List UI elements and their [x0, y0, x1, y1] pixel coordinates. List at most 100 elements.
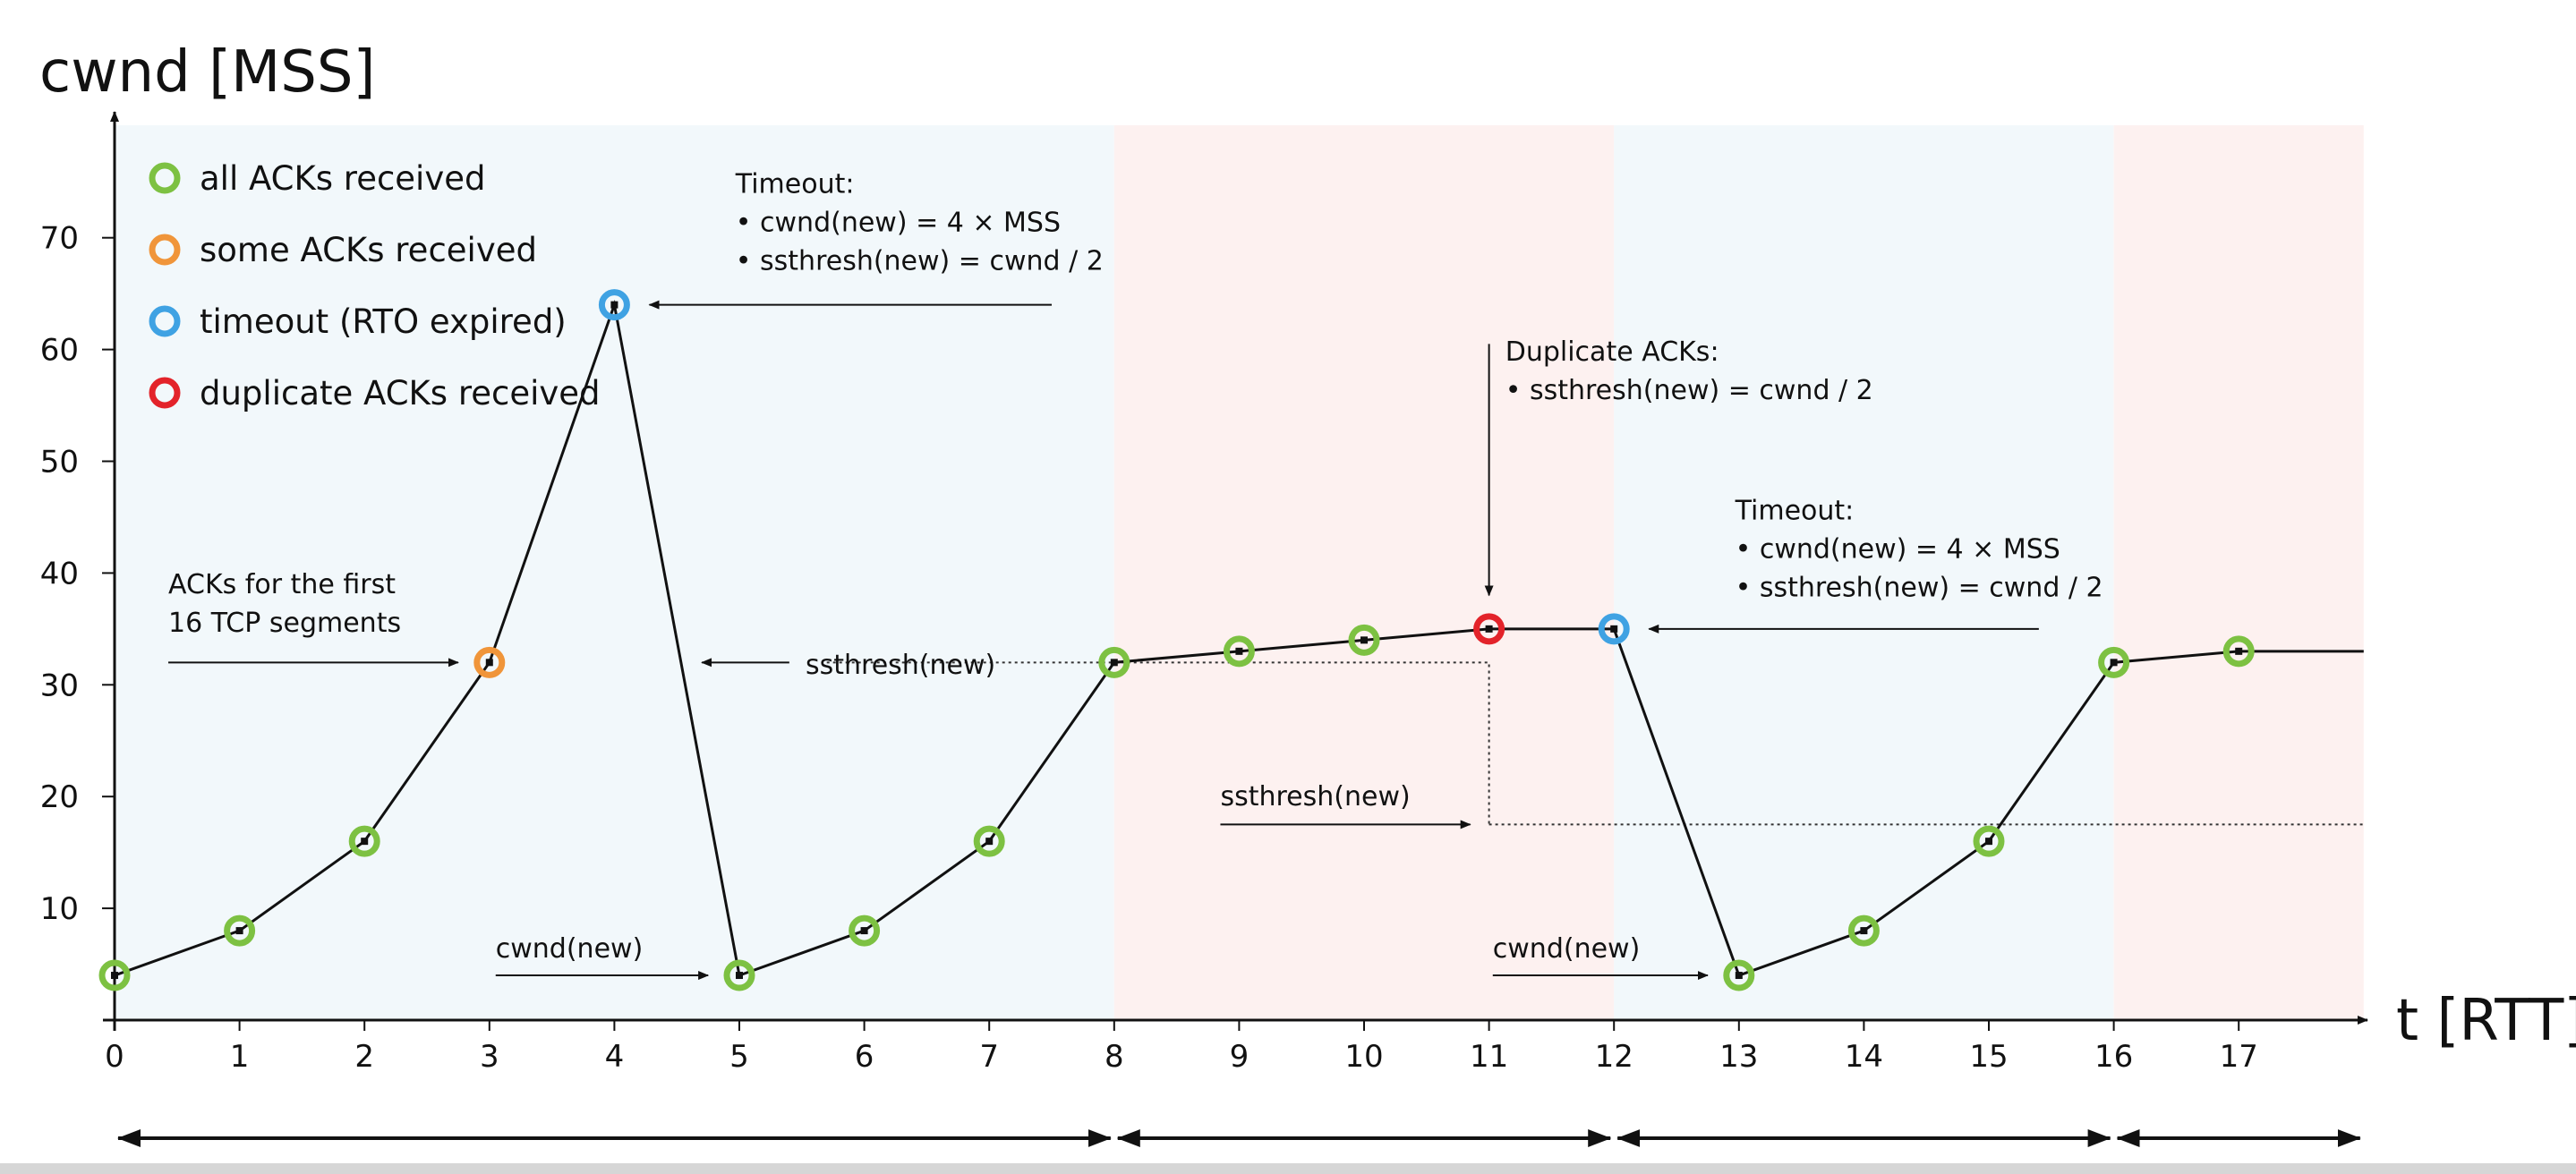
- data-point-t12: [1598, 613, 1630, 645]
- legend-label-all: all ACKs received: [200, 159, 486, 198]
- x-tick-label-10: 10: [1344, 1039, 1383, 1075]
- y-tick-label-20: 20: [40, 779, 79, 815]
- y-tick-label-40: 40: [40, 556, 79, 591]
- annotation-line-1-1: 16 TCP segments: [168, 608, 401, 639]
- x-tick-label-17: 17: [2220, 1039, 2258, 1075]
- annotation-line-5-0: Timeout:: [1735, 495, 1855, 526]
- data-point-t11: [1473, 613, 1506, 645]
- legend-label-some: some ACKs received: [200, 231, 537, 269]
- x-tick-label-6: 6: [855, 1039, 874, 1075]
- legend-marker-all: [149, 162, 181, 194]
- legend-label-dup: duplicate ACKs received: [200, 374, 601, 413]
- data-point-dot-t4: [610, 301, 618, 309]
- axes: cwnd [MSS] t [RTT]: [39, 39, 2576, 1054]
- cwnd-series: [98, 289, 2364, 991]
- x-tick-label-12: 12: [1595, 1039, 1633, 1075]
- data-point-dot-t11: [1485, 625, 1493, 633]
- y-tick-label-70: 70: [40, 221, 79, 257]
- legend-marker-timeout: [149, 305, 181, 337]
- annotation-line-0-1: • cwnd(new) = 4 × MSS: [736, 208, 1061, 239]
- data-point-dot-t15: [1985, 838, 1992, 846]
- data-point-t7: [973, 825, 1005, 857]
- data-point-dot-t13: [1735, 972, 1743, 980]
- annotation-text-7: cwnd(new): [1493, 933, 1641, 965]
- annotation-text-2: ssthresh(new): [806, 650, 995, 681]
- annotation-line-0-0: Timeout:: [735, 169, 855, 200]
- annotation-text-0: Timeout: • cwnd(new) = 4 × MSS • ssthresh(…: [735, 169, 1104, 277]
- data-point-dot-t17: [2235, 647, 2243, 655]
- data-point-dot-t3: [485, 659, 493, 667]
- data-point-t9: [1223, 635, 1255, 668]
- annotation-line-7-0: cwnd(new): [1493, 933, 1641, 965]
- annotation-line-4-0: Duplicate ACKs:: [1506, 336, 1719, 368]
- x-tick-label-9: 9: [1230, 1039, 1250, 1075]
- data-point-dot-t7: [985, 838, 994, 846]
- y-axis-title: cwnd [MSS]: [39, 39, 375, 106]
- x-tick-label-11: 11: [1470, 1039, 1508, 1075]
- data-point-dot-t16: [2110, 659, 2118, 667]
- data-point-dot-t5: [736, 972, 743, 980]
- annotation-line-6-0: ssthresh(new): [1220, 781, 1410, 812]
- data-point-t16: [2098, 646, 2130, 678]
- ssthresh-line-0: [826, 661, 1490, 825]
- data-point-t0: [98, 959, 131, 991]
- y-tick-label-60: 60: [40, 333, 79, 369]
- x-tick-label-4: 4: [605, 1039, 625, 1075]
- x-tick-label-2: 2: [354, 1039, 374, 1075]
- data-point-t5: [723, 959, 755, 991]
- phase-backgrounds: [115, 125, 2364, 1020]
- x-tick-label-1: 1: [230, 1039, 250, 1075]
- bottom-band: [0, 1163, 2576, 1174]
- data-point-t13: [1723, 959, 1755, 991]
- x-tick-label-0: 0: [105, 1039, 124, 1075]
- data-point-dot-t10: [1361, 636, 1368, 644]
- annotation-line-0-2: • ssthresh(new) = cwnd / 2: [736, 246, 1104, 277]
- ssthresh-reference-lines: [826, 661, 2364, 826]
- x-tick-label-8: 8: [1105, 1039, 1124, 1075]
- data-point-dot-t2: [361, 838, 369, 846]
- x-axis-title: t [RTT]: [2396, 988, 2576, 1054]
- data-point-t6: [849, 915, 881, 947]
- phase-band-1: [1113, 125, 1615, 1020]
- data-point-t10: [1348, 624, 1380, 656]
- phase-band-2: [1614, 125, 2114, 1020]
- data-point-dot-t9: [1235, 647, 1243, 655]
- data-point-dot-t8: [1110, 659, 1118, 667]
- legend-label-timeout: timeout (RTO expired): [200, 302, 567, 341]
- annotation-line-5-1: • cwnd(new) = 4 × MSS: [1736, 533, 2060, 565]
- data-point-dot-t6: [860, 927, 868, 935]
- data-point-t17: [2222, 635, 2255, 668]
- data-point-t15: [1973, 825, 2005, 857]
- annotation-text-5: Timeout: • cwnd(new) = 4 × MSS • ssthresh(…: [1735, 495, 2103, 603]
- x-tick-label-13: 13: [1719, 1039, 1758, 1075]
- x-tick-label-5: 5: [729, 1039, 749, 1075]
- data-point-t2: [348, 825, 380, 857]
- x-tick-label-15: 15: [1969, 1039, 2008, 1075]
- x-tick-label-7: 7: [979, 1039, 999, 1075]
- annotation-line-1-0: ACKs for the first: [168, 569, 396, 600]
- data-point-dot-t12: [1610, 625, 1618, 633]
- data-point-dot-t14: [1860, 927, 1868, 935]
- x-tick-label-14: 14: [1845, 1039, 1883, 1075]
- annotation-line-5-2: • ssthresh(new) = cwnd / 2: [1736, 572, 2103, 603]
- data-point-dot-t0: [111, 972, 118, 980]
- phase-band-3: [2113, 125, 2364, 1020]
- legend: all ACKs received some ACKs received timeo…: [149, 159, 601, 413]
- annotations: Timeout: • cwnd(new) = 4 × MSS • ssthresh(…: [168, 169, 2103, 981]
- data-point-t8: [1098, 646, 1130, 678]
- data-point-t14: [1847, 915, 1880, 947]
- x-tick-label-16: 16: [2094, 1039, 2133, 1075]
- annotation-line-3-0: cwnd(new): [496, 933, 644, 965]
- annotation-text-1: ACKs for the first 16 TCP segments: [168, 569, 401, 639]
- data-point-dot-t1: [235, 927, 243, 935]
- annotation-line-2-0: ssthresh(new): [806, 650, 995, 681]
- legend-marker-some: [149, 234, 181, 266]
- annotation-text-4: Duplicate ACKs: • ssthresh(new) = cwnd / …: [1506, 336, 1873, 406]
- x-tick-label-3: 3: [480, 1039, 499, 1075]
- y-tick-label-10: 10: [40, 891, 79, 927]
- legend-marker-dup: [149, 377, 181, 409]
- annotation-line-4-1: • ssthresh(new) = cwnd / 2: [1506, 375, 1873, 406]
- data-point-t1: [224, 915, 256, 947]
